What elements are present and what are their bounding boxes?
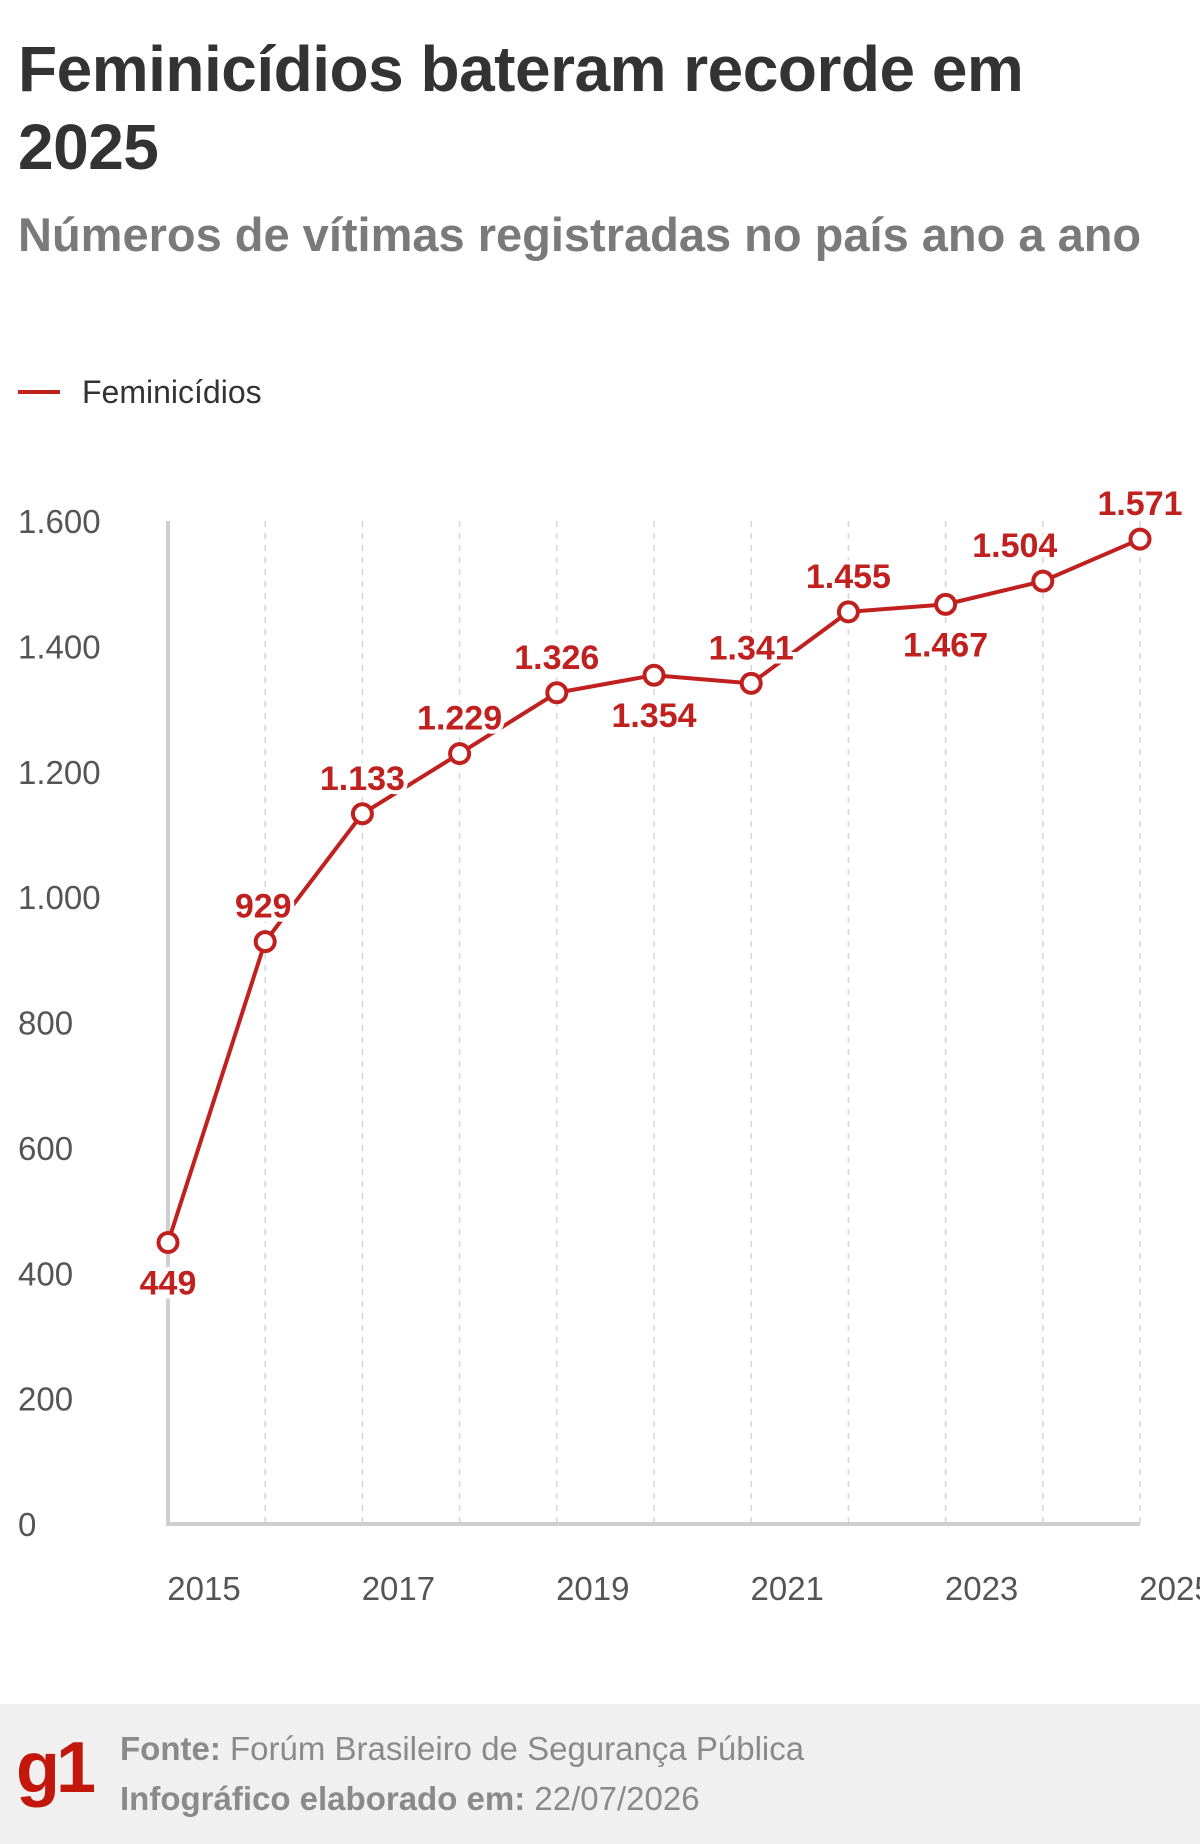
data-label: 449 — [140, 1265, 197, 1303]
source-value: Forúm Brasileiro de Segurança Pública — [229, 1730, 805, 1767]
data-point — [934, 592, 958, 616]
footer-text: Fonte: Forúm Brasileiro de Segurança Púb… — [120, 1724, 804, 1824]
y-tick-label: 800 — [18, 1005, 73, 1042]
x-tick-label: 2015 — [167, 1570, 240, 1607]
footer-source: Fonte: Forúm Brasileiro de Segurança Púb… — [120, 1724, 804, 1774]
data-point — [642, 663, 666, 687]
y-tick-label: 200 — [18, 1381, 73, 1418]
line-chart: 0 200 400 600 800 1.000 1.200 1.400 1.600 2015 201… — [18, 481, 1200, 1607]
data-label: 1.229 — [417, 700, 502, 738]
y-tick-label: 600 — [18, 1130, 73, 1167]
data-point — [156, 1231, 180, 1255]
data-label: 1.571 — [1097, 485, 1182, 523]
y-tick-label: 1.000 — [18, 879, 101, 916]
x-tick-label: 2023 — [945, 1570, 1018, 1607]
chart-subtitle: Números de vítimas registradas no país a… — [18, 208, 1142, 261]
x-tick-label: 2017 — [362, 1570, 435, 1607]
source-label: Fonte: — [120, 1730, 221, 1767]
data-point — [1128, 527, 1152, 551]
data-point — [836, 600, 860, 624]
data-label: 1.504 — [972, 527, 1057, 565]
footer: g1 Fonte: Forúm Brasileiro de Segurança … — [0, 1704, 1200, 1844]
data-point — [1031, 569, 1055, 593]
data-label: 1.354 — [611, 697, 696, 735]
data-label: 1.133 — [320, 760, 405, 798]
legend: Feminicídios — [18, 370, 262, 414]
g1-logo-text: g1 — [16, 1728, 95, 1808]
data-label: 1.326 — [514, 639, 599, 677]
legend-line-swatch — [18, 390, 60, 394]
data-label: 1.467 — [903, 626, 988, 664]
data-point — [253, 930, 277, 954]
legend-label: Feminicídios — [82, 373, 262, 410]
x-tick-label: 2025 — [1139, 1570, 1200, 1607]
y-tick-label: 1.400 — [18, 628, 101, 665]
footer-date: Infográfico elaborado em: 22/07/2026 — [120, 1774, 804, 1824]
data-label: 1.455 — [806, 558, 891, 596]
x-tick-label: 2021 — [750, 1570, 823, 1607]
data-point — [448, 742, 472, 766]
y-tick-label: 400 — [18, 1255, 73, 1292]
data-label: 929 — [235, 888, 292, 926]
x-tick-label: 2019 — [556, 1570, 629, 1607]
chart-title: Feminicídios bateram recorde em 2025 — [18, 33, 1024, 183]
data-label: 1.341 — [709, 629, 794, 667]
date-value: 22/07/2026 — [534, 1780, 700, 1817]
y-tick-label: 1.600 — [18, 503, 101, 540]
data-point — [545, 681, 569, 705]
g1-logo: g1 — [16, 1728, 99, 1808]
data-point — [350, 802, 374, 826]
date-label: Infográfico elaborado em: — [120, 1780, 526, 1817]
y-tick-label: 1.200 — [18, 754, 101, 791]
y-tick-label: 0 — [18, 1506, 36, 1543]
data-point — [739, 671, 763, 695]
